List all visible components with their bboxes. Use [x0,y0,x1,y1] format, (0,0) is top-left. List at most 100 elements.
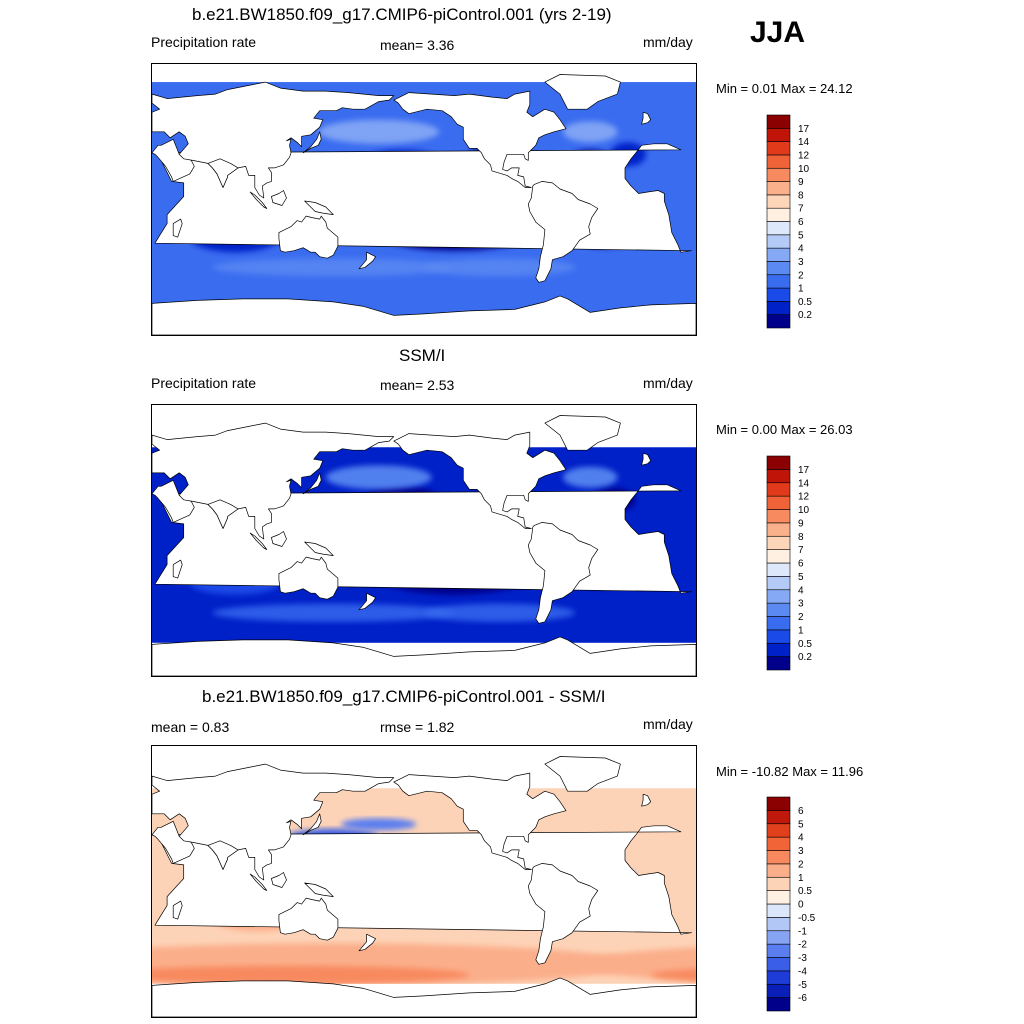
panel-3-land-s-america [527,863,599,965]
panel-2-colorbar-swatch [766,602,791,617]
panel-2-colorbar-tick-label: 9 [798,518,804,529]
panel-1-land-australia [278,215,339,259]
panel-3-colorbar-swatch [766,863,791,878]
panel-2-colorbar-swatch [766,469,791,484]
panel-3-colorbar-tick-label: 0 [798,900,804,911]
panel-1-land-new-guinea [304,200,334,215]
panel-1-colorbar: 0.2 0.5 1 2 3 4 5 6 7 8 9 10 12 14 17 [766,114,812,329]
panel-2-colorbar-swatch [766,589,791,604]
panel-1-colorbar-swatch [766,261,791,276]
panel-2-land-madagascar [172,559,183,579]
panel-2-colorbar-swatch [766,549,791,564]
panel-1-variable-label: Precipitation rate [151,34,257,50]
panel-2-coastlines [152,415,696,676]
panel-3-title: b.e21.BW1850.f09_g17.CMIP6-piControl.001… [202,687,606,706]
panel-2-colorbar-tick-label: 5 [798,572,804,583]
panel-3-colorbar-tick-label: -1 [798,926,807,937]
panel-1-land-asia [152,81,395,199]
panel-3-colorbar-tick-label: -3 [798,953,807,964]
panel-1-colorbar-tick-label: 10 [798,164,810,175]
panel-3-minmax: Min = -10.82 Max = 11.96 [716,764,864,779]
panel-3-precip-region [650,968,696,981]
panel-3-colorbar-swatch [766,917,791,932]
panel-2-map-svg [152,405,696,676]
panel-1-colorbar-swatch [766,221,791,236]
panel-1-land-antarctica [152,295,696,335]
panel-2-map [151,404,697,677]
panel-2-colorbar-tick-label: 7 [798,545,804,556]
panel-2-precip-region [563,466,618,488]
panel-2-land-new-guinea [304,541,334,556]
panel-1-land-india-pen [207,158,239,188]
panel-3-land-madagascar [172,900,183,920]
panel-2-land-n-america [393,431,567,529]
panel-2-colorbar-swatch [766,656,791,671]
panel-1-precip-region [318,119,440,144]
panel-3-colorbar-swatch [766,796,791,811]
panel-2-land-eurasia [152,479,195,523]
panel-3-land-new-guinea [304,882,334,897]
panel-1-colorbar-tick-label: 5 [798,230,804,241]
panel-1-map-svg [152,64,696,335]
panel-3-colorbar-tick-label: -2 [798,940,807,951]
panel-1-coastlines [152,74,696,335]
panel-1-colorbar-swatch [766,314,791,329]
panel-1-colorbar-swatch [766,128,791,142]
panel-2-variable-label: Precipitation rate [151,375,257,391]
panel-3-colorbar-swatch [766,850,791,865]
panel-2-colorbar-swatch [766,535,791,550]
panel-1-colorbar-swatch [766,141,791,156]
panel-2-precip-region [424,603,576,622]
panel-1-land-sumatra [249,191,268,209]
panel-1-colorbar-swatch [766,234,791,249]
panel-2-land-asia [152,422,395,540]
panel-2-colorbar-tick-label: 0.5 [798,639,812,650]
panel-3-colorbar-swatch [766,983,791,998]
panel-1-colorbar-tick-label: 3 [798,257,804,268]
panel-2-land-uk [641,452,652,466]
panel-1-colorbar-tick-label: 12 [798,150,810,161]
panel-2-colorbar-swatch [766,562,791,577]
panel-2-precip-region [325,465,432,490]
panel-2-colorbar-swatch [766,616,791,631]
panel-2-minmax: Min = 0.00 Max = 26.03 [716,422,853,437]
panel-2-land-s-america [527,522,599,624]
panel-1-colorbar-tick-label: 14 [798,137,810,148]
panel-2-colorbar-tick-label: 12 [798,492,810,503]
panel-2-land-australia [278,556,339,600]
panel-3-colorbar-swatch [766,890,791,905]
panel-1-colorbar-swatch [766,247,791,262]
panel-3-map-svg [152,746,696,1017]
panel-1-colorbar-tick-label: 9 [798,177,804,188]
panel-2-colorbar-tick-label: 0.2 [798,652,812,663]
panel-3-colorbar-tick-label: 1 [798,873,804,884]
panel-1-colorbar-tick-label: 0.5 [798,297,812,308]
panel-3-colorbar-tick-label: -6 [798,993,807,1004]
panel-3-colorbar-tick-label: -5 [798,980,807,991]
panel-3-land-new-zealand [358,933,376,952]
panel-2-colorbar-tick-label: 14 [798,478,810,489]
panel-2-land-greenland [544,415,621,451]
panel-3-colorbar-swatch [766,930,791,945]
panel-2-colorbar-swatch [766,642,791,657]
panel-2-colorbar: 0.2 0.5 1 2 3 4 5 6 7 8 9 10 12 14 17 [766,455,812,671]
panel-2-colorbar-tick-label: 3 [798,599,804,610]
panel-3-land-uk [641,793,652,807]
panel-2-land-japan [302,472,322,495]
panel-1-precip-region [212,258,455,277]
panel-1-land-madagascar [172,218,183,238]
panel-1-land-japan [302,131,322,154]
panel-1-colorbar-tick-label: 8 [798,190,804,201]
panel-3-colorbar-tick-label: 6 [798,806,804,817]
panel-3-units-label: mm/day [643,716,693,732]
panel-3-land-india-pen [207,840,239,870]
panel-3-land-japan [302,813,322,836]
panel-2-colorbar-tick-label: 6 [798,559,804,570]
panel-1-colorbar-tick-label: 1 [798,284,804,295]
panel-3-precip-region [152,965,470,984]
panel-1-map [151,63,697,336]
panel-3-land-australia [278,897,339,941]
panel-1-land-n-america [393,90,567,188]
panel-1-colorbar-swatch [766,194,791,209]
